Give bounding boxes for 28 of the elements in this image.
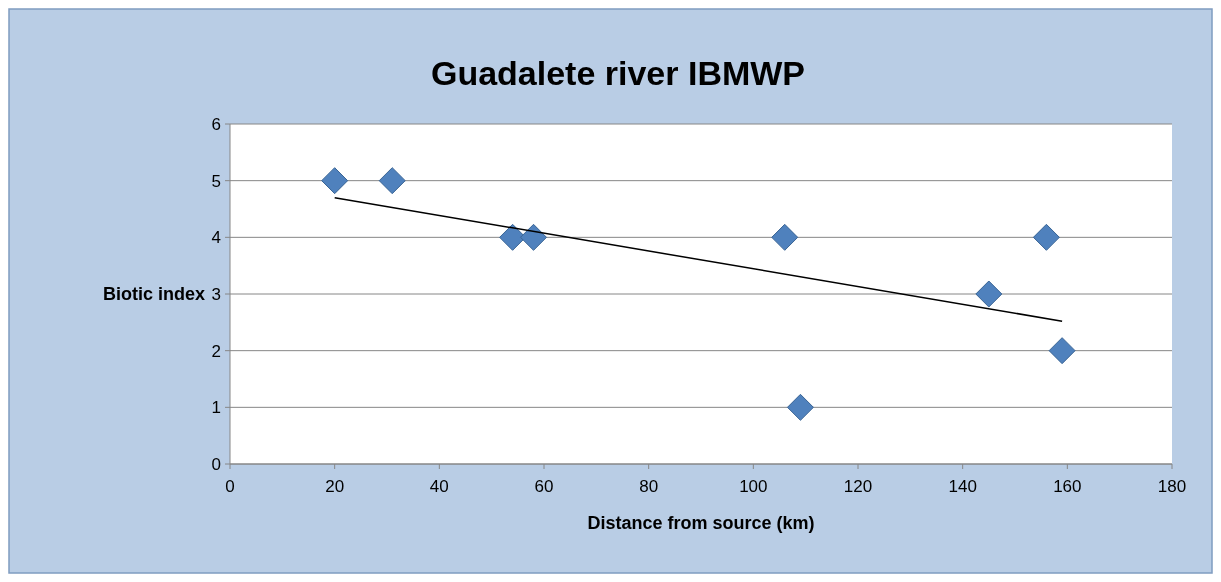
point — [520, 223, 548, 251]
y-tick-label: 5 — [211, 171, 221, 191]
chart-title: Guadalete river IBMWP — [430, 54, 806, 92]
point — [1048, 337, 1076, 365]
y-tick-label: 0 — [211, 454, 221, 474]
point — [321, 167, 349, 195]
x-tick-label: 60 — [534, 477, 554, 496]
y-tick-label: 3 — [211, 284, 221, 304]
point — [786, 393, 814, 421]
y-tick-label: 2 — [211, 341, 221, 361]
point — [378, 167, 406, 195]
y-tick-label: 6 — [211, 114, 221, 134]
x-tick-label: 0 — [225, 477, 235, 496]
point — [771, 223, 799, 251]
x-tick-label: 120 — [843, 477, 873, 496]
x-axis-title: Distance from source (km) — [587, 513, 815, 533]
point — [1032, 223, 1060, 251]
x-tick-label: 140 — [948, 477, 977, 496]
point — [975, 280, 1003, 308]
y-tick-label: 4 — [211, 228, 221, 248]
x-tick-label: 40 — [429, 477, 449, 496]
x-tick-label: 20 — [325, 477, 345, 496]
x-tick-label: 80 — [639, 477, 659, 496]
y-axis-title: Biotic index — [102, 284, 205, 305]
x-tick-label: 160 — [1053, 477, 1082, 496]
x-tick-label: 180 — [1157, 477, 1187, 496]
x-tick-label: 100 — [739, 477, 768, 496]
y-tick-label: 1 — [211, 398, 221, 418]
